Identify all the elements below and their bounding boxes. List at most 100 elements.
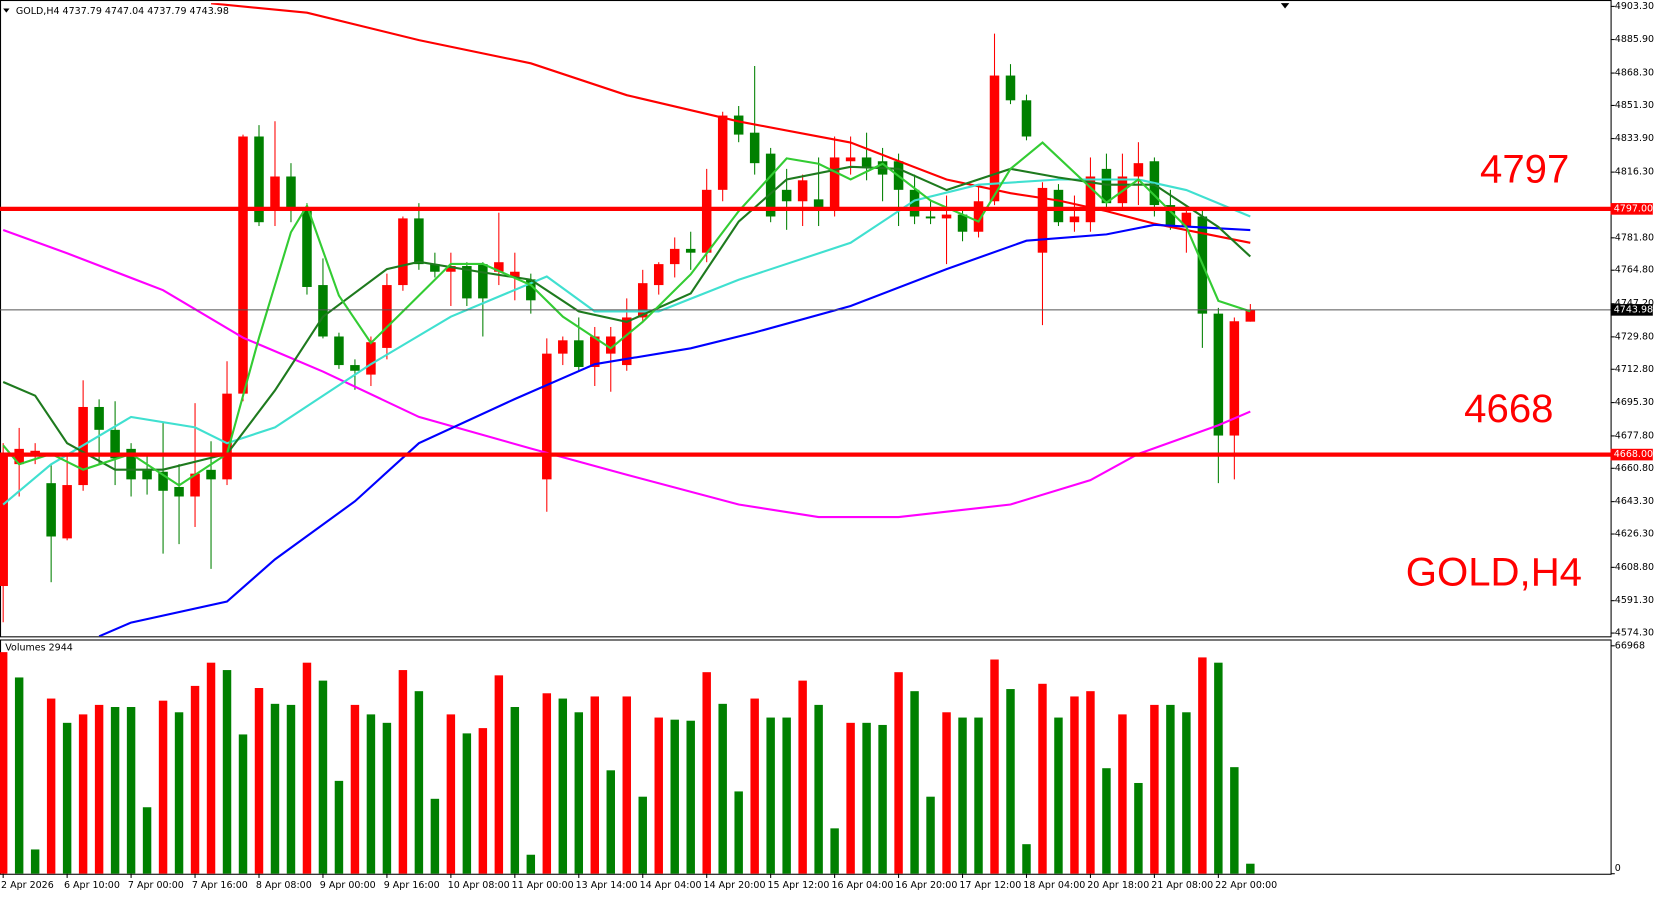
y-tick-label: 4885.90 (1615, 34, 1654, 45)
candle-body (1069, 216, 1080, 223)
x-tick-label: 7 Apr 16:00 (192, 880, 248, 891)
candle-body (222, 393, 232, 480)
level-price-box (1610, 203, 1653, 215)
volume-bar (990, 659, 999, 874)
volume-bar (830, 828, 839, 874)
candle-body (318, 285, 328, 337)
volume-bar (974, 717, 983, 874)
y-tick-label: 4729.80 (1615, 331, 1654, 342)
candle-body (478, 264, 488, 299)
volume-bar (462, 733, 472, 874)
candle-body (366, 342, 376, 375)
candle-body (174, 486, 184, 497)
candle-body (446, 266, 456, 272)
volume-bar (910, 691, 919, 874)
candle-body (558, 340, 568, 354)
volume-bar (670, 719, 679, 874)
candle-body (1229, 321, 1240, 436)
volume-bar (542, 693, 552, 874)
volume-bar (446, 714, 456, 874)
shift-marker (1280, 3, 1290, 9)
volume-bar (1198, 657, 1207, 874)
volume-bar (62, 722, 72, 874)
volume-bar (1134, 782, 1143, 874)
candle-body (286, 176, 296, 209)
moving-average (2, 178, 1251, 506)
current-price-box (1610, 304, 1653, 316)
x-tick-label: 15 Apr 12:00 (767, 880, 829, 891)
candle-body (861, 157, 872, 167)
y-tick-label: 4833.90 (1615, 133, 1654, 144)
volume-bar (766, 717, 775, 874)
moving-average (2, 229, 1251, 519)
x-tick-label: 2 Apr 2026 (1, 880, 54, 891)
level-price-label: 4668.00 (1614, 449, 1653, 460)
volume-bar (1118, 714, 1127, 874)
candle-body (749, 132, 760, 164)
volume-bar (526, 854, 536, 874)
candle-body (510, 271, 520, 278)
level-label: 4668 (1464, 386, 1553, 431)
x-tick-label: 16 Apr 04:00 (831, 880, 893, 891)
volume-bar (1182, 712, 1191, 874)
candle-body (190, 473, 200, 497)
x-tick-label: 21 Apr 08:00 (1151, 880, 1213, 891)
candle-body (1037, 187, 1048, 253)
volume-bar (1022, 844, 1031, 874)
x-tick-label: 7 Apr 00:00 (128, 880, 184, 891)
candle-body (46, 483, 56, 537)
candle-body (781, 189, 792, 202)
volume-bar (94, 704, 104, 874)
volume-bar (590, 696, 600, 874)
volume-bar (734, 791, 743, 874)
candle-body (62, 485, 72, 539)
candle-body (637, 283, 648, 318)
volume-bar (574, 712, 584, 874)
volume-bar (814, 704, 823, 874)
volume-bar (78, 714, 88, 874)
candle-body (717, 115, 728, 190)
y-tick-label: 4781.80 (1615, 232, 1654, 243)
candle-body (126, 448, 136, 480)
candle-body (733, 115, 744, 135)
x-tick-label: 18 Apr 04:00 (1023, 880, 1085, 891)
volume-bar (878, 724, 887, 874)
volume-bar (926, 796, 935, 874)
candle-body (590, 336, 600, 367)
volume-bar (270, 703, 280, 874)
volume-bar (110, 707, 120, 874)
volume-bar (1230, 767, 1239, 874)
x-tick-label: 10 Apr 08:00 (448, 880, 510, 891)
x-tick-label: 8 Apr 08:00 (256, 880, 312, 891)
volume-bar (254, 688, 264, 874)
volume-bar (382, 722, 392, 874)
volume-bar (14, 677, 24, 874)
candle-body (845, 157, 856, 162)
volume-bar (142, 807, 152, 874)
y-tick-label: 4816.30 (1615, 167, 1654, 178)
x-tick-label: 13 Apr 14:00 (576, 880, 638, 891)
volume-bar (1246, 863, 1255, 874)
volume-bar (718, 703, 727, 874)
candle-body (430, 264, 440, 272)
volume-bar (334, 780, 344, 874)
volume-bar (750, 698, 759, 874)
y-tick-label: 4764.80 (1615, 265, 1654, 276)
volume-bar (638, 796, 647, 874)
candle-body (701, 189, 712, 253)
candle-body (350, 365, 360, 371)
candle-body (765, 153, 776, 217)
candle-body (669, 248, 680, 265)
candle-body (1165, 205, 1176, 227)
y-tick-label: 4660.80 (1615, 463, 1654, 474)
volume-bar (190, 685, 200, 874)
volume-bar (206, 662, 216, 874)
volume-bar (46, 698, 56, 874)
y-tick-label: 4574.30 (1615, 628, 1654, 639)
volume-bar (846, 722, 855, 874)
menu-arrow (3, 8, 10, 13)
volume-bar (654, 717, 663, 874)
y-tick-label: 4643.30 (1615, 496, 1654, 507)
